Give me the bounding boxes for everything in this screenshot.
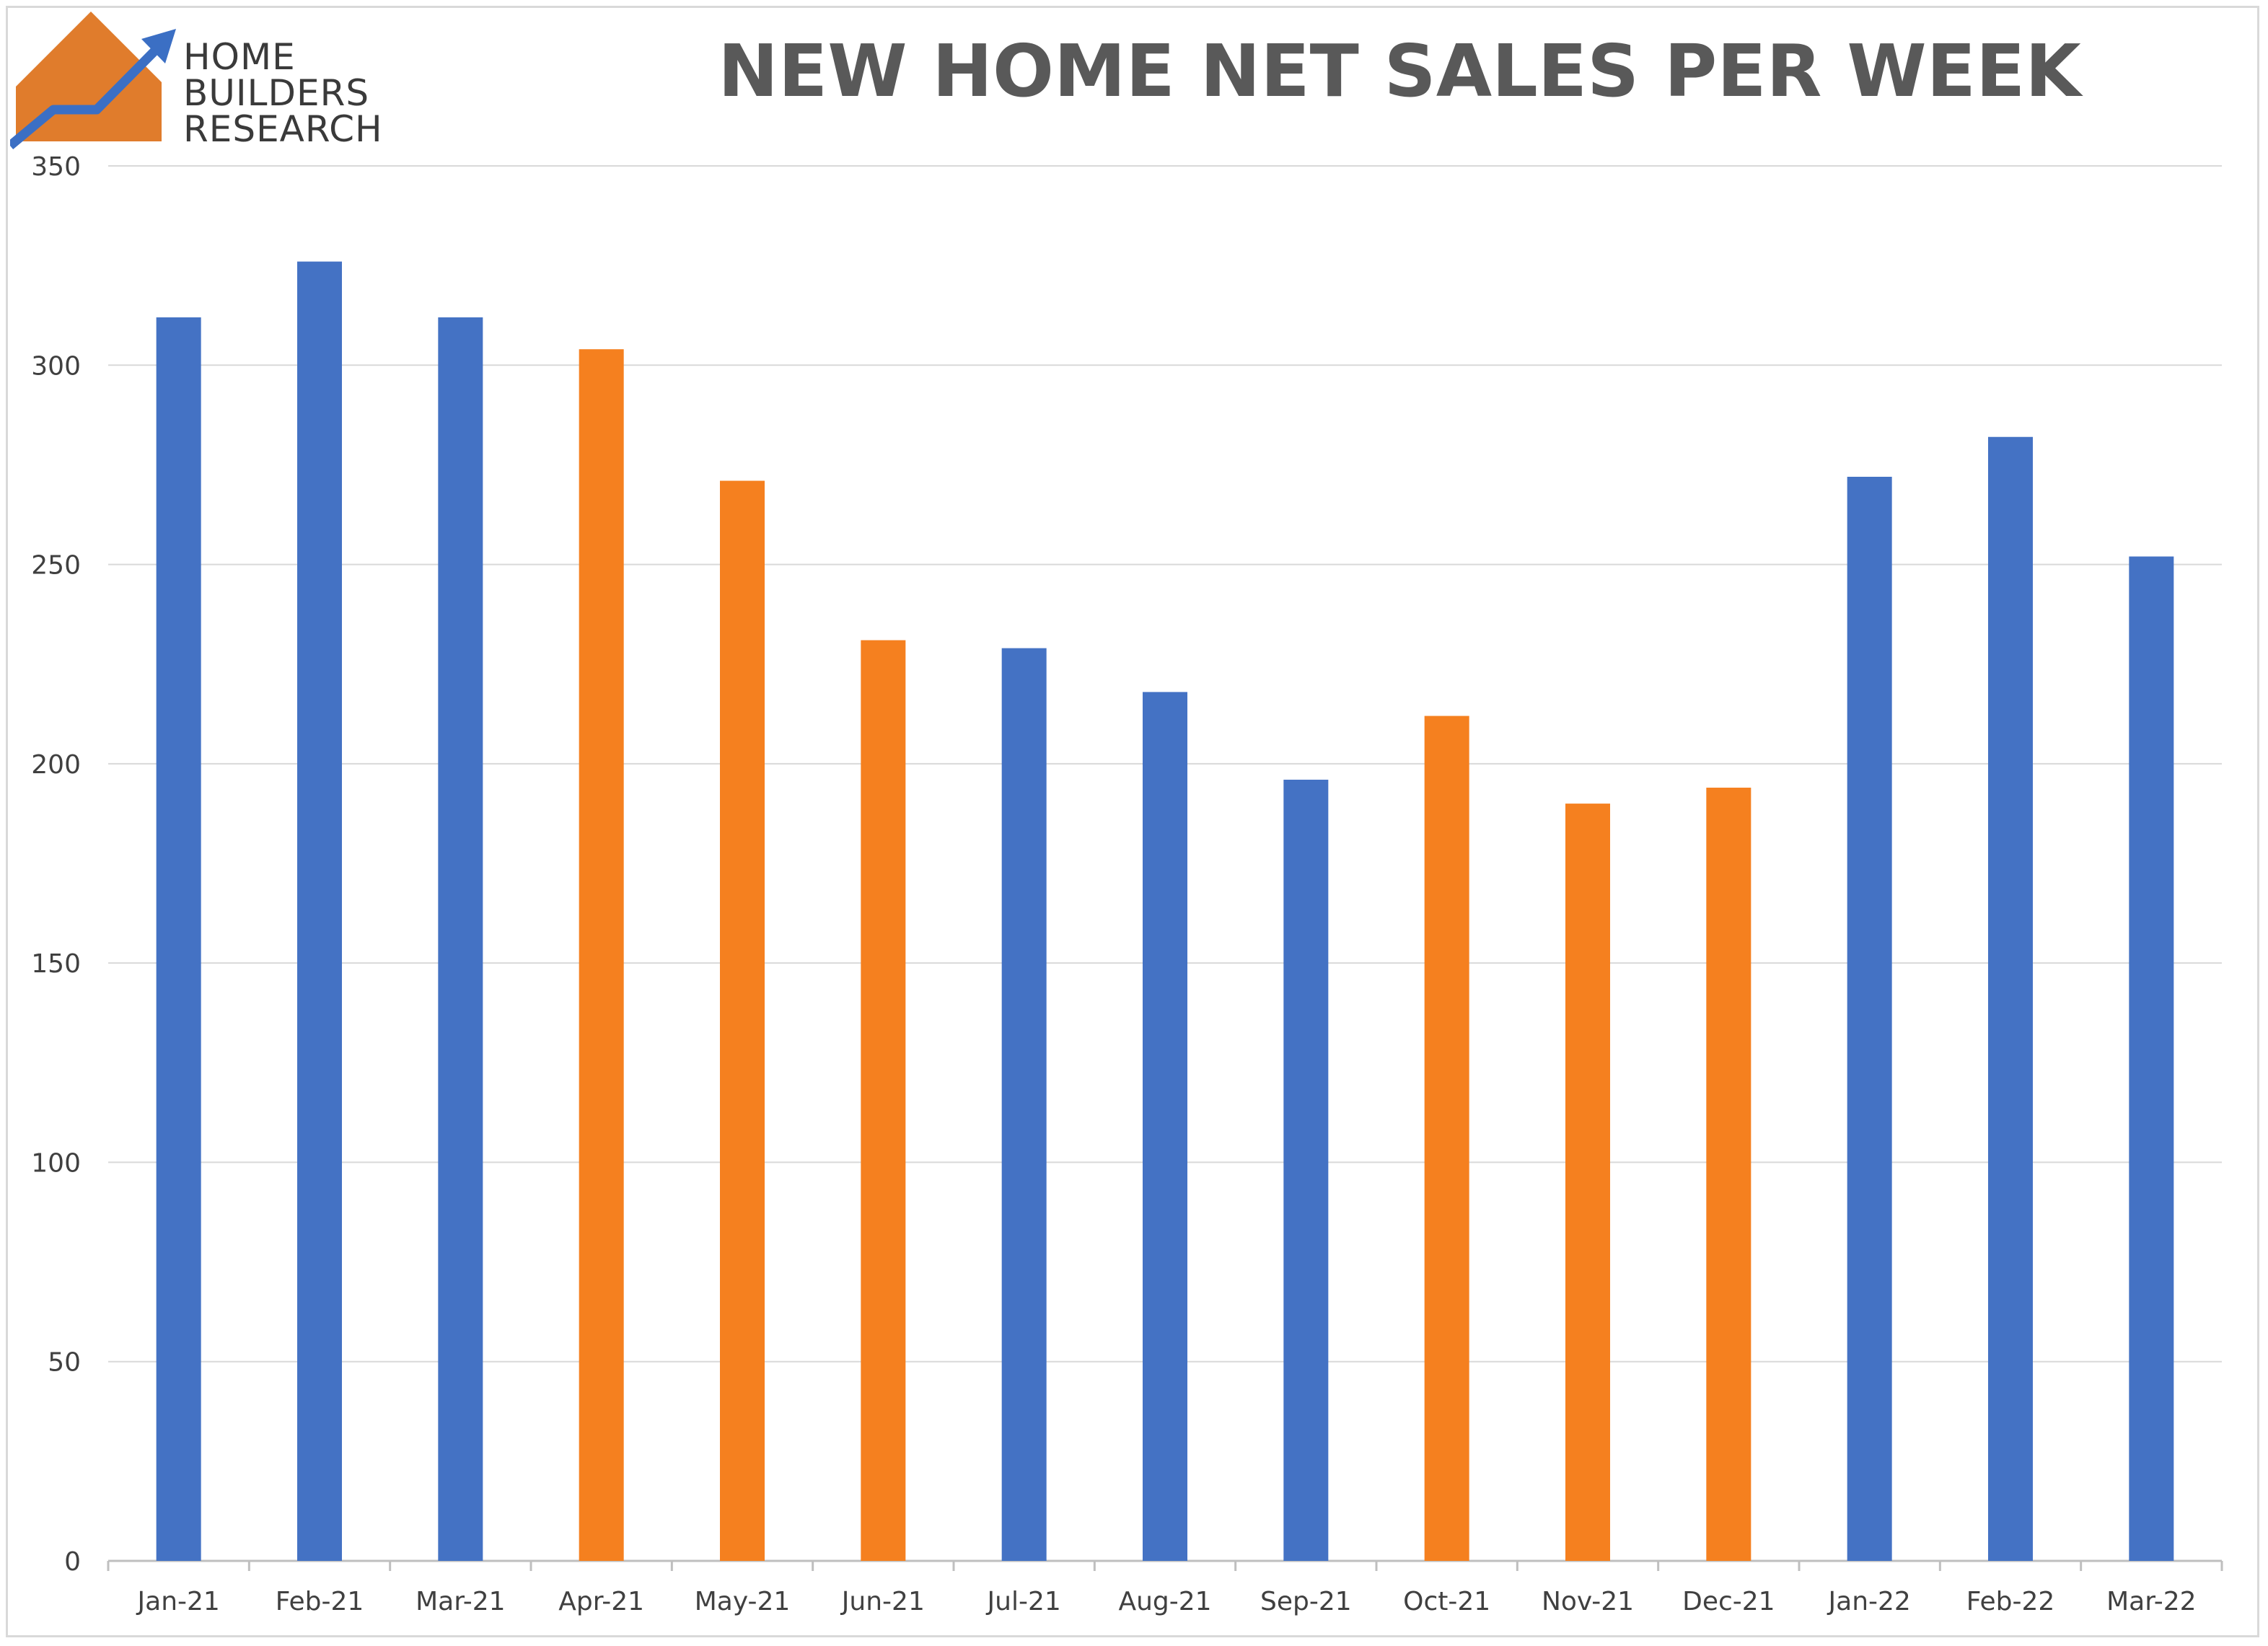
- y-tick-label: 300: [31, 351, 81, 381]
- x-tick-label: Feb-22: [1966, 1587, 2055, 1616]
- x-tick-label: Jun-21: [840, 1587, 925, 1616]
- y-tick-label: 150: [31, 949, 81, 979]
- bar-may-21: [720, 480, 765, 1561]
- logo-wordmark: HOME BUILDERS RESEARCH: [183, 39, 383, 147]
- y-tick-label: 50: [48, 1348, 81, 1378]
- chart-title: NEW HOME NET SALES PER WEEK: [718, 29, 2081, 113]
- bar-mar-22: [2129, 556, 2174, 1561]
- y-tick-label: 0: [64, 1547, 81, 1577]
- bar-sep-21: [1283, 779, 1329, 1561]
- x-tick-label: Mar-22: [2106, 1587, 2196, 1616]
- bar-mar-21: [438, 317, 483, 1561]
- bar-oct-21: [1424, 716, 1469, 1561]
- x-tick-label: Sep-21: [1260, 1587, 1352, 1616]
- x-tick-label: Oct-21: [1403, 1587, 1490, 1616]
- logo-line-2: BUILDERS: [183, 72, 370, 114]
- y-tick-label: 350: [31, 152, 81, 182]
- chart-frame: [6, 6, 2259, 1637]
- x-tick-label: Nov-21: [1542, 1587, 1634, 1616]
- x-tick-label: Aug-21: [1118, 1587, 1211, 1616]
- bar-aug-21: [1143, 692, 1187, 1561]
- bar-dec-21: [1706, 788, 1751, 1561]
- bar-jun-21: [861, 640, 906, 1561]
- bar-jul-21: [1001, 648, 1047, 1561]
- x-tick-label: Mar-21: [416, 1587, 505, 1616]
- bar-jan-22: [1847, 477, 1892, 1561]
- home-builders-research-logo: HOME BUILDERS RESEARCH: [6, 7, 414, 151]
- x-tick-label: Dec-21: [1682, 1587, 1775, 1616]
- x-tick-label: Feb-21: [276, 1587, 364, 1616]
- x-tick-label: May-21: [695, 1587, 791, 1616]
- y-tick-label: 250: [31, 551, 81, 581]
- house-arrow-icon: [6, 12, 176, 149]
- x-tick-label: Jan-21: [136, 1587, 220, 1616]
- bar-jan-21: [156, 317, 201, 1561]
- bar-nov-21: [1565, 804, 1610, 1561]
- x-tick-label: Jul-21: [986, 1587, 1061, 1616]
- bar-feb-22: [1988, 436, 2033, 1562]
- y-tick-label: 100: [31, 1148, 81, 1178]
- y-tick-label: 200: [31, 750, 81, 780]
- logo-line-1: HOME: [183, 36, 296, 78]
- x-tick-label: Apr-21: [558, 1587, 644, 1616]
- logo-line-3: RESEARCH: [183, 108, 383, 150]
- bar-feb-21: [297, 261, 342, 1561]
- bar-apr-21: [579, 349, 624, 1561]
- x-tick-label: Jan-22: [1827, 1587, 1911, 1616]
